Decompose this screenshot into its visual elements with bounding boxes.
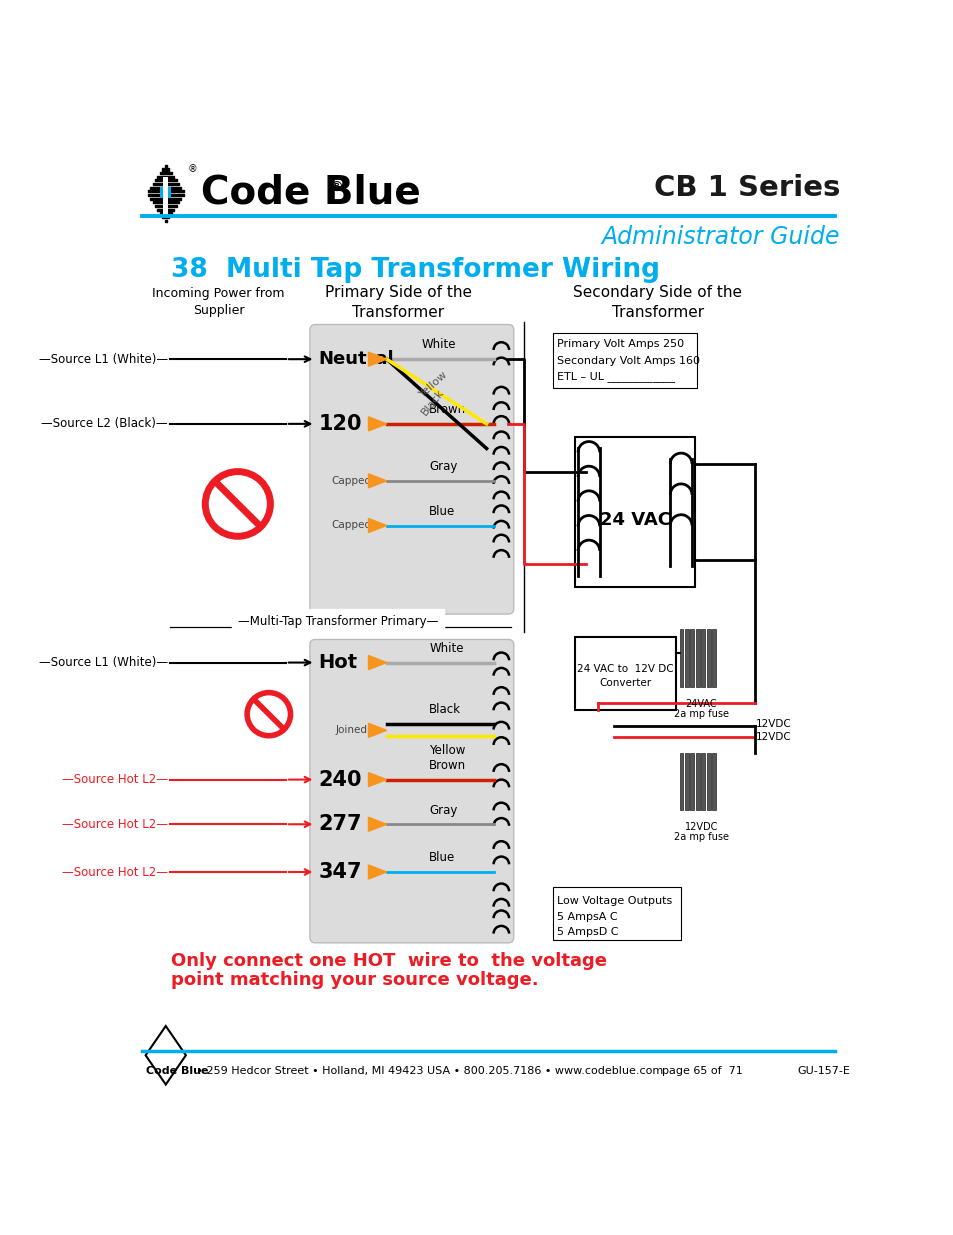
Text: —Source L1 (White)—: —Source L1 (White)— — [39, 353, 168, 366]
Bar — [700, 752, 704, 810]
Bar — [695, 630, 699, 687]
Text: 24 VAC: 24 VAC — [598, 511, 670, 529]
Text: 2a mp fuse: 2a mp fuse — [673, 709, 728, 719]
Text: 38  Multi Tap Transformer Wiring: 38 Multi Tap Transformer Wiring — [171, 257, 659, 283]
Bar — [695, 752, 699, 810]
Bar — [553, 333, 696, 389]
Bar — [700, 630, 704, 687]
Text: 12VDC: 12VDC — [684, 823, 718, 832]
Text: Code Blue: Code Blue — [201, 173, 420, 211]
Text: Secondary Side of the
Transformer: Secondary Side of the Transformer — [573, 285, 741, 320]
Circle shape — [247, 693, 291, 736]
Text: ETL – UL ____________: ETL – UL ____________ — [557, 372, 675, 383]
FancyBboxPatch shape — [310, 640, 513, 942]
Text: ®: ® — [187, 164, 197, 174]
Bar — [684, 630, 688, 687]
Text: Capped: Capped — [332, 520, 372, 531]
Circle shape — [205, 472, 270, 536]
Text: Joined: Joined — [335, 725, 367, 735]
Text: Yellow: Yellow — [429, 745, 465, 757]
Text: page 65 of  71: page 65 of 71 — [661, 1066, 741, 1076]
Text: Primary Volt Amps 250: Primary Volt Amps 250 — [557, 338, 683, 348]
Text: 24 VAC to  12V DC: 24 VAC to 12V DC — [577, 664, 673, 674]
Bar — [679, 752, 682, 810]
Text: —Source Hot L2—: —Source Hot L2— — [62, 866, 168, 878]
Text: Secondary Volt Amps 160: Secondary Volt Amps 160 — [557, 356, 700, 366]
Text: Converter: Converter — [598, 678, 651, 688]
Text: point matching your source voltage.: point matching your source voltage. — [171, 971, 538, 989]
Bar — [160, 188, 171, 199]
Text: White: White — [421, 338, 456, 352]
Bar — [163, 177, 168, 215]
Polygon shape — [368, 474, 386, 488]
Text: 12VDC: 12VDC — [756, 719, 791, 729]
Polygon shape — [146, 1026, 186, 1084]
Text: Yellow: Yellow — [417, 368, 449, 399]
Text: —Source L1 (White)—: —Source L1 (White)— — [39, 656, 168, 669]
Bar — [575, 437, 695, 587]
Text: Primary Side of the
Transformer: Primary Side of the Transformer — [324, 285, 471, 320]
Polygon shape — [368, 724, 386, 737]
Text: Hot: Hot — [318, 653, 357, 672]
Text: Only connect one HOT  wire to  the voltage: Only connect one HOT wire to the voltage — [171, 951, 606, 969]
Text: 24VAC: 24VAC — [685, 699, 717, 709]
Polygon shape — [368, 818, 386, 831]
Text: White: White — [429, 642, 463, 655]
Text: CB 1 Series: CB 1 Series — [653, 174, 840, 203]
Text: Administrator Guide: Administrator Guide — [601, 225, 840, 248]
FancyBboxPatch shape — [310, 325, 513, 614]
Text: Blue: Blue — [429, 851, 455, 864]
Text: —Multi-Tap Transformer Primary—: —Multi-Tap Transformer Primary— — [237, 615, 437, 627]
Text: Blue: Blue — [429, 505, 455, 517]
Bar — [706, 752, 710, 810]
Text: —Source L2 (Black)—: —Source L2 (Black)— — [41, 417, 168, 430]
Bar — [553, 888, 680, 940]
Text: Black: Black — [419, 388, 446, 417]
Text: Gray: Gray — [429, 461, 457, 473]
Bar — [711, 630, 716, 687]
Polygon shape — [368, 519, 386, 532]
Text: 2a mp fuse: 2a mp fuse — [673, 832, 728, 842]
Bar — [690, 630, 694, 687]
Text: Code Blue: Code Blue — [146, 1066, 209, 1076]
Text: 347: 347 — [318, 862, 361, 882]
Polygon shape — [368, 352, 386, 367]
Text: 240: 240 — [318, 769, 361, 789]
Text: —Source Hot L2—: —Source Hot L2— — [62, 818, 168, 831]
Bar — [679, 630, 682, 687]
Text: Brown: Brown — [429, 403, 466, 416]
Bar — [684, 752, 688, 810]
Bar — [575, 637, 675, 710]
Text: Brown: Brown — [429, 758, 466, 772]
Text: Neutral: Neutral — [318, 351, 394, 368]
Text: • 259 Hedcor Street • Holland, MI 49423 USA • 800.205.7186 • www.codeblue.com: • 259 Hedcor Street • Holland, MI 49423 … — [193, 1066, 662, 1076]
Text: Capped: Capped — [332, 475, 372, 485]
Text: Gray: Gray — [429, 804, 457, 816]
Polygon shape — [368, 656, 386, 669]
Text: 5 AmpsA C: 5 AmpsA C — [557, 911, 618, 921]
Text: ®: ® — [329, 180, 343, 194]
Text: Black: Black — [429, 704, 460, 716]
Bar — [690, 752, 694, 810]
Bar — [706, 630, 710, 687]
Text: 5 AmpsD C: 5 AmpsD C — [557, 927, 618, 937]
Text: 120: 120 — [318, 414, 361, 433]
Text: 12VDC: 12VDC — [756, 732, 791, 742]
Bar — [711, 752, 716, 810]
Polygon shape — [368, 864, 386, 879]
Text: —Source Hot L2—: —Source Hot L2— — [62, 773, 168, 787]
Text: 277: 277 — [318, 814, 361, 835]
Polygon shape — [368, 417, 386, 431]
Text: Incoming Power from
Supplier: Incoming Power from Supplier — [152, 288, 284, 317]
Text: GU-157-E: GU-157-E — [797, 1066, 849, 1076]
Polygon shape — [368, 773, 386, 787]
Text: Low Voltage Outputs: Low Voltage Outputs — [557, 897, 672, 906]
